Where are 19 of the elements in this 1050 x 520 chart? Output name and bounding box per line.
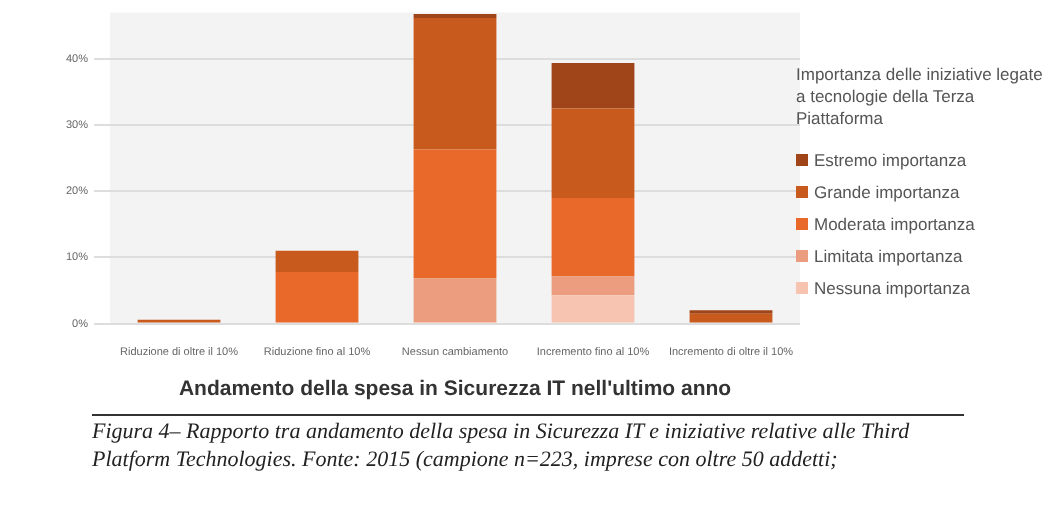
bar [551, 295, 635, 323]
bar [275, 250, 359, 272]
legend-label: Grande importanza [812, 182, 962, 203]
bar [689, 313, 773, 323]
bar [551, 62, 635, 109]
legend-label: Nessuna importanza [812, 278, 972, 299]
bar [275, 271, 359, 323]
bar [551, 276, 635, 296]
legend-label: Moderata importanza [812, 214, 977, 235]
bar [413, 149, 497, 279]
legend-title: Importanza delle iniziative legate a tecnologie della Terza Piattaforma [796, 64, 1045, 131]
text: Figura 4– Rapporto tra andamento della spesa in Sicurezza IT e iniziative relative alle Third Platform Technologies. Fonte: 2015 (campione n=223, imprese con oltre 50 addetti; [92, 420, 912, 475]
bar [413, 278, 497, 323]
bar [551, 108, 635, 198]
bar [413, 17, 497, 150]
bar [551, 197, 635, 277]
legend-label: Limitata importanza [812, 246, 965, 267]
legend-label: Estremo importanza [812, 150, 969, 171]
x-axis-title: Andamento della spesa in Sicurezza IT nell'ultimo anno [178, 377, 732, 402]
